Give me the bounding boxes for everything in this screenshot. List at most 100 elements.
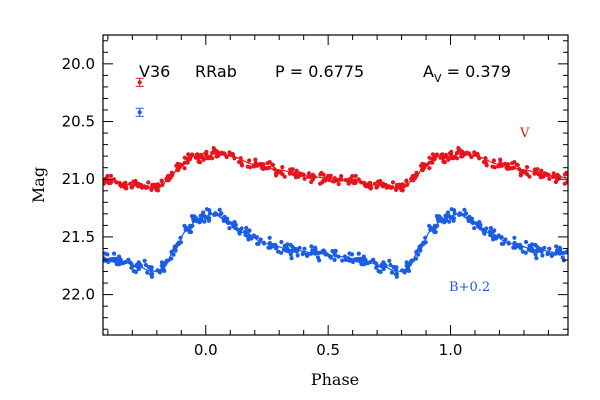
series-label-v: V	[519, 126, 530, 141]
data-point	[290, 248, 295, 253]
data-point	[562, 181, 567, 186]
data-point	[515, 162, 520, 168]
data-point	[114, 180, 119, 185]
data-point	[293, 247, 299, 252]
data-point	[491, 158, 496, 163]
data-point	[400, 182, 405, 187]
data-point	[342, 254, 347, 259]
errorbar-b	[135, 107, 144, 117]
data-point	[272, 167, 277, 172]
data-point	[219, 211, 224, 216]
data-point	[261, 164, 266, 169]
data-point	[111, 256, 116, 262]
data-point	[129, 265, 134, 270]
data-point	[564, 170, 568, 176]
data-point	[441, 159, 446, 164]
data-point	[142, 185, 147, 190]
data-point	[191, 218, 196, 224]
data-point	[187, 227, 192, 232]
data-point	[283, 247, 288, 252]
data-point	[394, 274, 399, 279]
data-point	[427, 166, 432, 171]
data-point	[321, 248, 326, 253]
data-point	[511, 165, 517, 170]
data-point	[383, 182, 388, 188]
data-point	[243, 229, 248, 234]
data-point	[104, 258, 109, 263]
data-point	[138, 264, 143, 269]
data-point	[270, 243, 275, 248]
x-axis-title: Phase	[311, 370, 359, 389]
data-point	[199, 152, 204, 157]
errorbar-layer	[135, 77, 144, 117]
data-point	[443, 213, 448, 218]
data-point	[306, 171, 312, 176]
data-point	[133, 178, 138, 184]
data-point	[227, 152, 232, 157]
data-point	[430, 160, 435, 165]
data-point	[538, 170, 543, 175]
data-point	[488, 225, 493, 231]
data-point	[195, 152, 200, 157]
data-point	[248, 165, 253, 170]
axis-ticks: 0.0 0.5 1.0 20.0 20.5 21.0 21.5 22.0	[62, 35, 568, 359]
data-point	[178, 235, 183, 240]
data-point	[534, 170, 539, 175]
data-point	[159, 179, 164, 184]
data-point	[108, 173, 113, 178]
data-point	[449, 215, 454, 220]
data-point	[207, 211, 213, 216]
data-point	[262, 241, 267, 246]
data-point	[151, 182, 157, 188]
data-point	[174, 163, 179, 168]
data-point	[482, 229, 487, 234]
data-point	[267, 165, 272, 170]
data-point	[182, 223, 187, 228]
data-point	[378, 178, 383, 184]
data-point	[547, 176, 552, 181]
data-point	[406, 262, 412, 267]
data-point	[555, 177, 560, 182]
data-point	[446, 156, 451, 161]
data-point	[512, 241, 517, 246]
data-point	[285, 242, 290, 247]
data-point	[301, 251, 306, 256]
data-point	[423, 235, 428, 240]
data-point	[317, 258, 322, 263]
data-point	[204, 149, 209, 154]
data-point	[166, 258, 171, 263]
data-point	[378, 269, 383, 275]
data-point	[477, 156, 482, 161]
data-point	[194, 216, 199, 221]
data-point	[389, 270, 395, 275]
data-point	[112, 251, 117, 256]
data-point	[554, 244, 559, 249]
data-point	[410, 178, 415, 183]
data-point	[293, 170, 298, 175]
data-point	[361, 262, 366, 267]
data-point	[142, 258, 147, 263]
data-point	[456, 146, 461, 151]
amplitude-value: = 0.379	[441, 62, 510, 81]
fit-curve	[103, 213, 568, 273]
data-point	[460, 153, 465, 159]
data-point	[149, 187, 154, 192]
x-tick-label: 0.0	[194, 341, 218, 359]
data-point	[238, 229, 243, 234]
data-point	[161, 265, 166, 271]
plot-frame	[102, 34, 569, 336]
data-point	[487, 229, 492, 234]
data-point	[372, 181, 377, 186]
data-point	[498, 160, 503, 165]
data-point	[431, 227, 436, 232]
data-point	[405, 265, 411, 271]
data-point	[333, 248, 338, 253]
data-point	[255, 241, 260, 246]
data-point	[438, 155, 443, 160]
data-point	[499, 241, 504, 246]
data-point	[557, 251, 563, 256]
amplitude-subscript: V	[434, 72, 442, 85]
data-point	[449, 149, 454, 154]
data-point	[202, 219, 207, 224]
data-point	[212, 212, 218, 217]
